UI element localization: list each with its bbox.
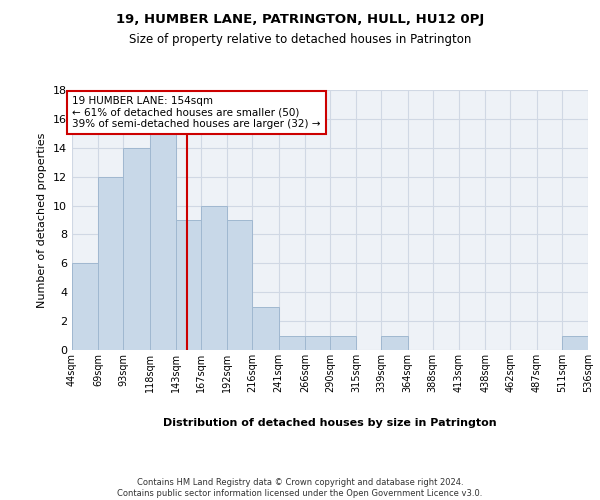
- Bar: [201, 206, 227, 350]
- Y-axis label: Number of detached properties: Number of detached properties: [37, 132, 47, 308]
- Bar: [176, 220, 201, 350]
- Bar: [98, 176, 124, 350]
- Bar: [305, 336, 330, 350]
- Bar: [562, 336, 588, 350]
- Bar: [227, 220, 253, 350]
- Bar: [124, 148, 149, 350]
- Text: Contains HM Land Registry data © Crown copyright and database right 2024.
Contai: Contains HM Land Registry data © Crown c…: [118, 478, 482, 498]
- Text: 19 HUMBER LANE: 154sqm
← 61% of detached houses are smaller (50)
39% of semi-det: 19 HUMBER LANE: 154sqm ← 61% of detached…: [72, 96, 320, 129]
- Bar: [253, 306, 278, 350]
- Bar: [149, 134, 176, 350]
- Bar: [278, 336, 305, 350]
- Bar: [72, 264, 98, 350]
- Text: Size of property relative to detached houses in Patrington: Size of property relative to detached ho…: [129, 32, 471, 46]
- Text: 19, HUMBER LANE, PATRINGTON, HULL, HU12 0PJ: 19, HUMBER LANE, PATRINGTON, HULL, HU12 …: [116, 12, 484, 26]
- Bar: [382, 336, 407, 350]
- Text: Distribution of detached houses by size in Patrington: Distribution of detached houses by size …: [163, 418, 497, 428]
- Bar: [330, 336, 356, 350]
